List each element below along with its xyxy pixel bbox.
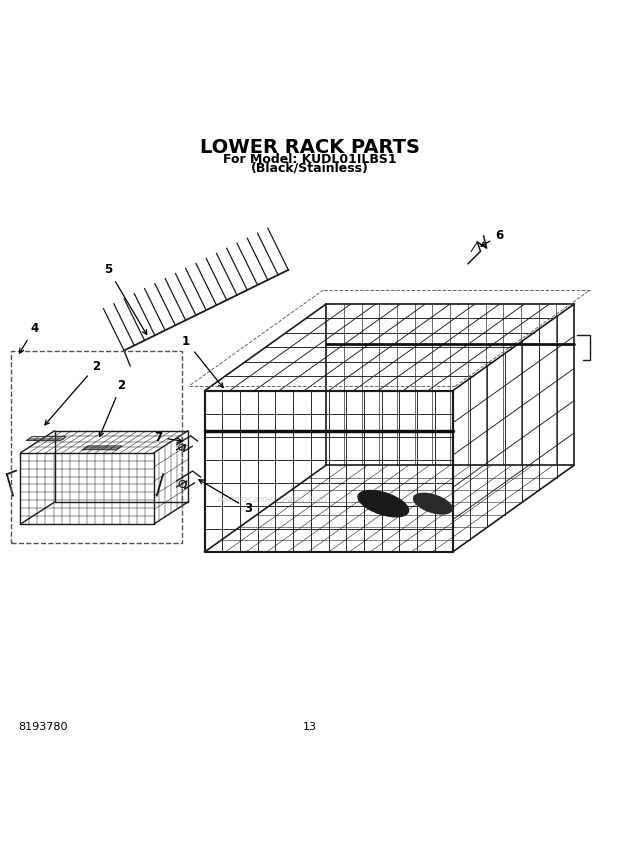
Text: eReplacementParts.com: eReplacementParts.com [218, 495, 328, 504]
Text: 1: 1 [182, 335, 223, 388]
Ellipse shape [414, 493, 452, 514]
Text: 2: 2 [45, 360, 100, 425]
Text: 2: 2 [99, 379, 125, 437]
Text: 8193780: 8193780 [19, 722, 68, 732]
Ellipse shape [358, 490, 409, 517]
Text: LOWER RACK PARTS: LOWER RACK PARTS [200, 139, 420, 158]
Text: For Model: KUDL01ILBS1: For Model: KUDL01ILBS1 [223, 153, 397, 166]
Text: 6: 6 [481, 229, 503, 247]
Text: 7: 7 [154, 431, 182, 443]
Text: 5: 5 [104, 264, 147, 335]
Text: 4: 4 [19, 323, 38, 354]
Bar [11, 350, 182, 543]
Text: 13: 13 [303, 722, 317, 732]
Text: (Black/Stainless): (Black/Stainless) [251, 161, 369, 174]
Text: 3: 3 [199, 479, 252, 515]
